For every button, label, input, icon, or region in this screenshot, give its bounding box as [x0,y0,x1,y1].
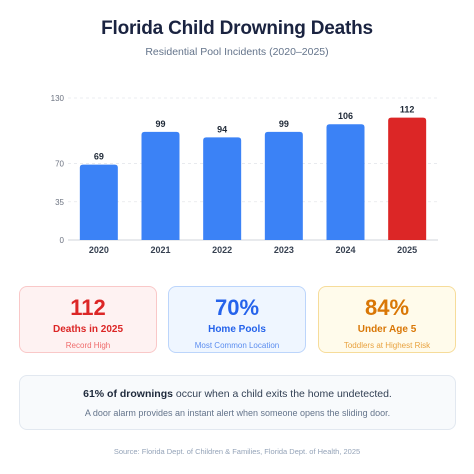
stat-value: 112 [70,295,106,320]
stat-card-deaths: 112 Deaths in 2025 Record High [19,286,157,353]
stat-sublabel: Toddlers at Highest Risk [343,341,431,350]
stat-sublabel: Record High [65,341,111,350]
x-tick-label: 2020 [89,245,109,255]
y-tick-label: 35 [55,198,64,207]
stat-sublabel: Most Common Location [194,341,280,350]
bar [264,131,303,240]
x-tick-label: 2023 [274,245,294,255]
y-tick-label: 0 [60,236,65,245]
chart-subtitle: Residential Pool Incidents (2020–2025) [145,46,329,58]
x-tick-label: 2025 [397,245,417,255]
callout-bold-text: 61% of drownings [83,388,173,400]
chart-title: Florida Child Drowning Deaths [101,18,373,39]
stat-label: Home Pools [208,324,266,335]
data-label: 99 [155,119,165,129]
stat-value: 84% [364,295,410,320]
source-footnote: Source: Florida Dept. of Children & Fami… [113,447,361,456]
stat-card-home-pools: 70% Home Pools Most Common Location [168,286,306,353]
x-tick-label: 2022 [212,245,232,255]
stat-label: Deaths in 2025 [52,324,124,335]
y-tick-label: 70 [55,160,64,169]
y-tick-label: 130 [51,94,65,103]
data-label: 69 [94,152,104,162]
bar [79,164,118,240]
data-label: 94 [217,124,227,134]
bar-chart: 0 35 70 130 69 2020 99 2021 94 2022 99 2023 106 2024 1… [51,94,438,255]
bar [141,131,180,240]
bar [388,117,427,240]
stat-label: Under Age 5 [357,324,417,335]
x-tick-label: 2021 [150,245,170,255]
callout-rest-text: occur when a child exits the home undete… [172,388,392,400]
bar [203,137,242,240]
x-tick-label: 2024 [335,245,355,255]
bar [326,124,365,240]
data-label: 99 [279,119,289,129]
data-label: 106 [338,111,353,121]
stat-card-under-age-5: 84% Under Age 5 Toddlers at Highest Risk [318,286,456,353]
callout-sub-text: A door alarm provides an instant alert w… [84,408,391,418]
callout-main-text: 61% of drownings occur when a child exit… [20,388,455,400]
callout-note: 61% of drownings occur when a child exit… [19,375,456,430]
stat-value: 70% [214,295,260,320]
data-label: 112 [400,105,415,115]
